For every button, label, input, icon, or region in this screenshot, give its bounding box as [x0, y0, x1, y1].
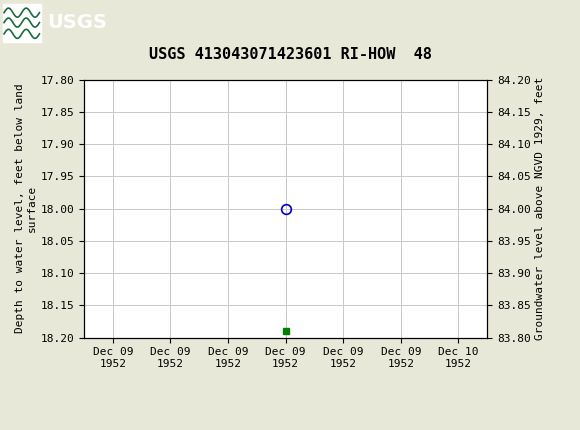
Text: USGS 413043071423601 RI-HOW  48: USGS 413043071423601 RI-HOW 48	[148, 47, 432, 62]
Y-axis label: Groundwater level above NGVD 1929, feet: Groundwater level above NGVD 1929, feet	[535, 77, 545, 340]
Y-axis label: Depth to water level, feet below land
surface: Depth to water level, feet below land su…	[15, 84, 37, 333]
Bar	[3, 3, 41, 42]
Text: USGS: USGS	[48, 13, 107, 32]
